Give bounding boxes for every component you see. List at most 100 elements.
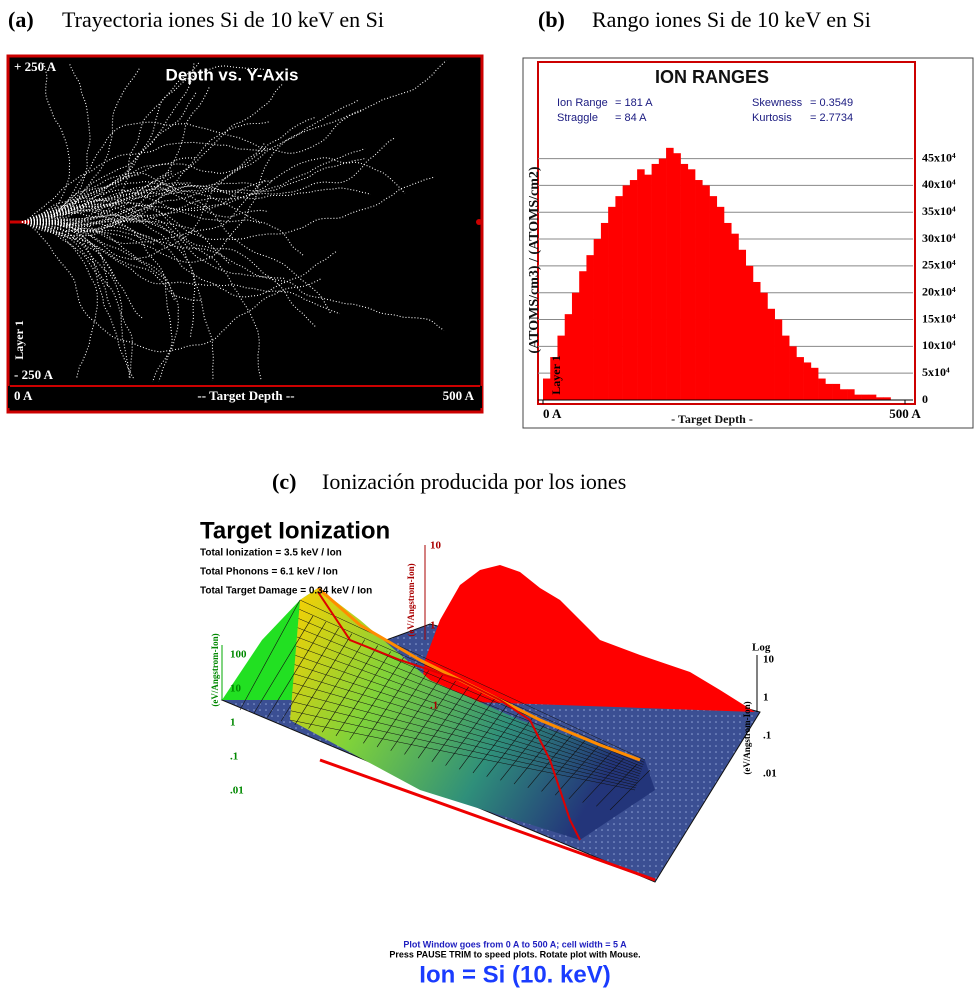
mesh-line xyxy=(513,728,560,785)
trajectory xyxy=(21,216,173,383)
note: Plot Window goes from 0 A to 500 A; cell… xyxy=(403,939,627,949)
ion-label: Ion = Si (10. keV) xyxy=(419,961,610,988)
y-tick-label: 10x10⁴ xyxy=(922,338,956,352)
trajectory xyxy=(21,215,287,279)
x-tick-label: 0 A xyxy=(543,406,562,421)
bar xyxy=(571,292,580,400)
trajectory xyxy=(21,172,305,257)
stat-label: Kurtosis xyxy=(752,112,792,124)
panel-a: + 250 A Depth vs. Y-Axis Layer 1 - 250 A… xyxy=(6,54,484,414)
mesh-line xyxy=(500,722,547,781)
trajectory xyxy=(21,197,262,382)
bar xyxy=(774,319,783,400)
bar xyxy=(550,357,558,400)
bar xyxy=(608,206,616,400)
bar xyxy=(615,196,623,400)
mesh-line xyxy=(267,621,327,718)
tick-label: .1 xyxy=(430,700,438,712)
bar xyxy=(673,153,681,400)
mesh-line xyxy=(290,710,636,788)
mesh-line xyxy=(417,686,469,759)
mesh-line xyxy=(609,769,651,811)
bar xyxy=(781,335,790,400)
bar xyxy=(644,174,652,400)
trajectory xyxy=(21,220,196,339)
trajectory xyxy=(21,157,367,225)
mesh-line xyxy=(472,710,521,774)
caption-label: (c) xyxy=(272,469,296,494)
bar xyxy=(666,147,674,400)
mesh-line xyxy=(295,655,641,775)
profile-curve xyxy=(317,591,581,841)
bar xyxy=(731,233,739,400)
y-tick-label: 45x10⁴ xyxy=(922,150,956,164)
layer-label: Layer 1 xyxy=(549,355,563,394)
mesh-line xyxy=(541,740,586,792)
x-left-label: 0 A xyxy=(14,388,33,403)
mesh-line xyxy=(294,633,353,725)
trajectory xyxy=(21,109,364,223)
bar xyxy=(810,367,819,400)
trajectory xyxy=(22,218,109,288)
bar xyxy=(543,378,551,400)
bar xyxy=(687,169,696,400)
x-axis-label: -- Target Depth -- xyxy=(197,388,294,403)
y-tick-label: 25x10⁴ xyxy=(922,258,956,272)
bar xyxy=(579,271,587,400)
bar xyxy=(876,397,884,400)
bar xyxy=(680,163,689,400)
bar xyxy=(637,169,645,400)
mesh-line xyxy=(308,639,366,729)
stat-value: = 0.3549 xyxy=(810,97,853,109)
bar xyxy=(622,185,631,400)
mesh-line xyxy=(390,675,443,751)
trajectory xyxy=(21,141,268,223)
bar xyxy=(724,222,732,400)
stat: Total Target Damage = 0.34 keV / Ion xyxy=(200,586,372,597)
bar xyxy=(760,292,768,400)
mesh-line xyxy=(596,763,638,807)
trajectory xyxy=(21,221,340,315)
marker xyxy=(476,219,482,225)
y-tick-label: 5x10⁴ xyxy=(922,365,950,379)
bar xyxy=(745,265,754,400)
mesh-line xyxy=(239,599,301,711)
mesh-line xyxy=(404,680,456,755)
layer-label: Layer 1 xyxy=(12,320,26,359)
plot-title: Target Ionization xyxy=(200,517,390,544)
bar xyxy=(883,397,891,400)
x-tick-label: 500 A xyxy=(889,406,921,421)
caption: Ionización producida por los iones xyxy=(322,469,626,494)
mesh-line xyxy=(299,599,646,761)
stat-value: = 84 A xyxy=(615,112,647,124)
mesh-line xyxy=(292,692,638,784)
tick-label: 1 xyxy=(763,692,769,704)
trajectory xyxy=(21,175,436,241)
mesh-line xyxy=(297,627,643,768)
trajectory xyxy=(21,174,141,223)
bar xyxy=(868,394,877,400)
y-bottom-label: - 250 A xyxy=(14,367,54,382)
surface xyxy=(290,588,655,840)
y-tick-label: 35x10⁴ xyxy=(922,204,956,218)
note: Press PAUSE TRIM to speed plots. Rotate … xyxy=(389,949,640,959)
trajectory xyxy=(21,121,271,226)
mesh-line xyxy=(335,651,391,737)
stat-value: = 2.7734 xyxy=(810,112,853,124)
trajectory xyxy=(21,209,445,331)
trajectory xyxy=(21,180,274,229)
trajectory xyxy=(21,60,447,225)
bar xyxy=(825,383,833,400)
tick-label: .1 xyxy=(230,751,238,763)
axis-label: (eV/Angstrom-Ion) xyxy=(742,701,752,774)
trajectory xyxy=(21,220,133,380)
mesh-line xyxy=(486,716,534,777)
bar xyxy=(861,394,870,400)
trajectory xyxy=(21,66,141,223)
y-tick-label: 15x10⁴ xyxy=(922,311,956,325)
trajectory xyxy=(21,206,231,265)
y-top-label: + 250 A xyxy=(14,59,57,74)
tick-label: 100 xyxy=(230,649,247,661)
bar xyxy=(593,239,602,400)
trajectory xyxy=(21,221,136,381)
